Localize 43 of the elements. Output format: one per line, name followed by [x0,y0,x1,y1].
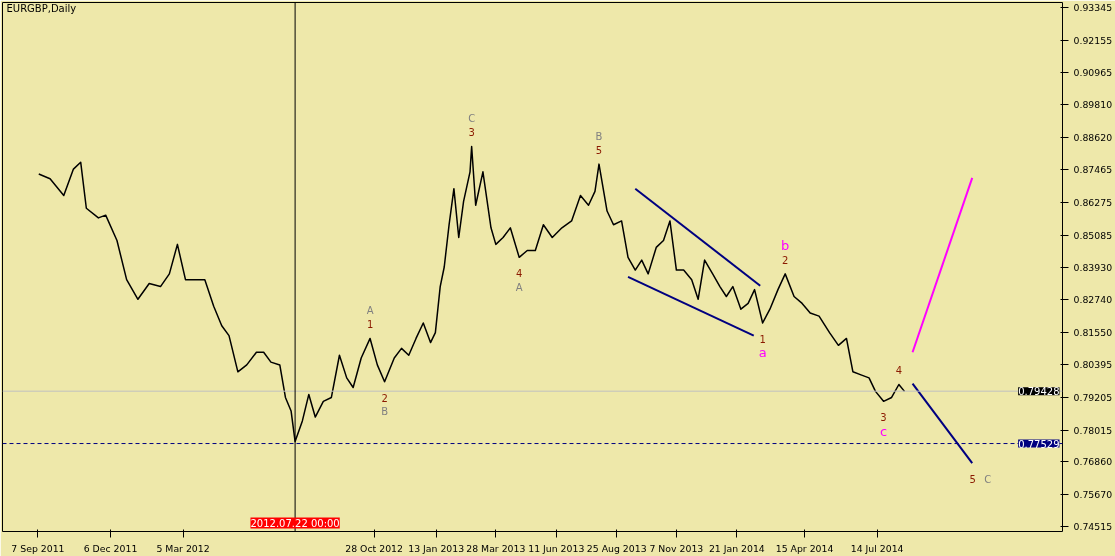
x-tick-label: 13 Jan 2013 [408,542,465,554]
annotation: 4 A [515,268,523,293]
annotation: B 5 [595,130,603,157]
y-tick-label: 0.76860 [1073,456,1113,468]
annotation: 5 C [969,473,992,486]
y-tick-label: 0.87465 [1073,164,1113,175]
x-tick-label: 11 Jun 2013 [528,542,585,554]
x-tick-label: 6 Dec 2011 [83,542,138,554]
x-tick-label: 28 Mar 2013 [466,542,526,554]
y-tick-label: 0.74515 [1073,521,1113,533]
x-tick-label: 25 Aug 2013 [586,542,647,554]
y-tick-label: 0.85085 [1073,229,1113,241]
annotation: A 1 [366,304,374,331]
annotation: b 2 [781,238,790,266]
y-tick-label: 0.93345 [1073,1,1113,13]
y-tick-label: 0.82740 [1073,294,1113,306]
ref-line-label: 2012.07.22 00:00 [250,517,340,529]
x-tick-label: 14 Jul 2014 [850,542,904,554]
annotation: 3 c [879,412,888,439]
x-tick-label: 7 Sep 2011 [11,542,65,554]
y-tick-label: 0.78015 [1073,424,1113,436]
y-tick-label: 0.89810 [1073,99,1113,111]
x-tick-label: 5 Mar 2012 [156,542,210,554]
ref-line-label: 0.77529 [1018,438,1060,450]
annotation: 2 B [381,392,389,418]
y-tick-label: 0.80395 [1073,359,1113,370]
y-tick-label: 0.86275 [1073,196,1113,208]
y-tick-label: 0.75670 [1073,489,1113,501]
chart-title: EURGBP,Daily [6,2,77,14]
x-tick-label: 7 Nov 2013 [649,542,704,554]
x-tick-label: 21 Jan 2014 [708,542,765,554]
x-tick-label: 28 Oct 2012 [345,542,403,554]
ref-line-label: 0.79428 [1018,386,1060,398]
annotation: 4 [895,365,903,377]
y-tick-label: 0.88620 [1073,132,1113,144]
y-tick-label: 0.83930 [1073,261,1113,273]
annotation: 1 a [758,333,767,361]
y-tick-label: 0.92155 [1073,34,1113,46]
y-tick-label: 0.81550 [1073,327,1113,339]
annotation: C 3 [468,112,476,139]
y-tick-label: 0.79205 [1073,391,1113,403]
y-tick-label: 0.90965 [1073,67,1113,79]
x-tick-label: 15 Apr 2014 [775,542,834,554]
